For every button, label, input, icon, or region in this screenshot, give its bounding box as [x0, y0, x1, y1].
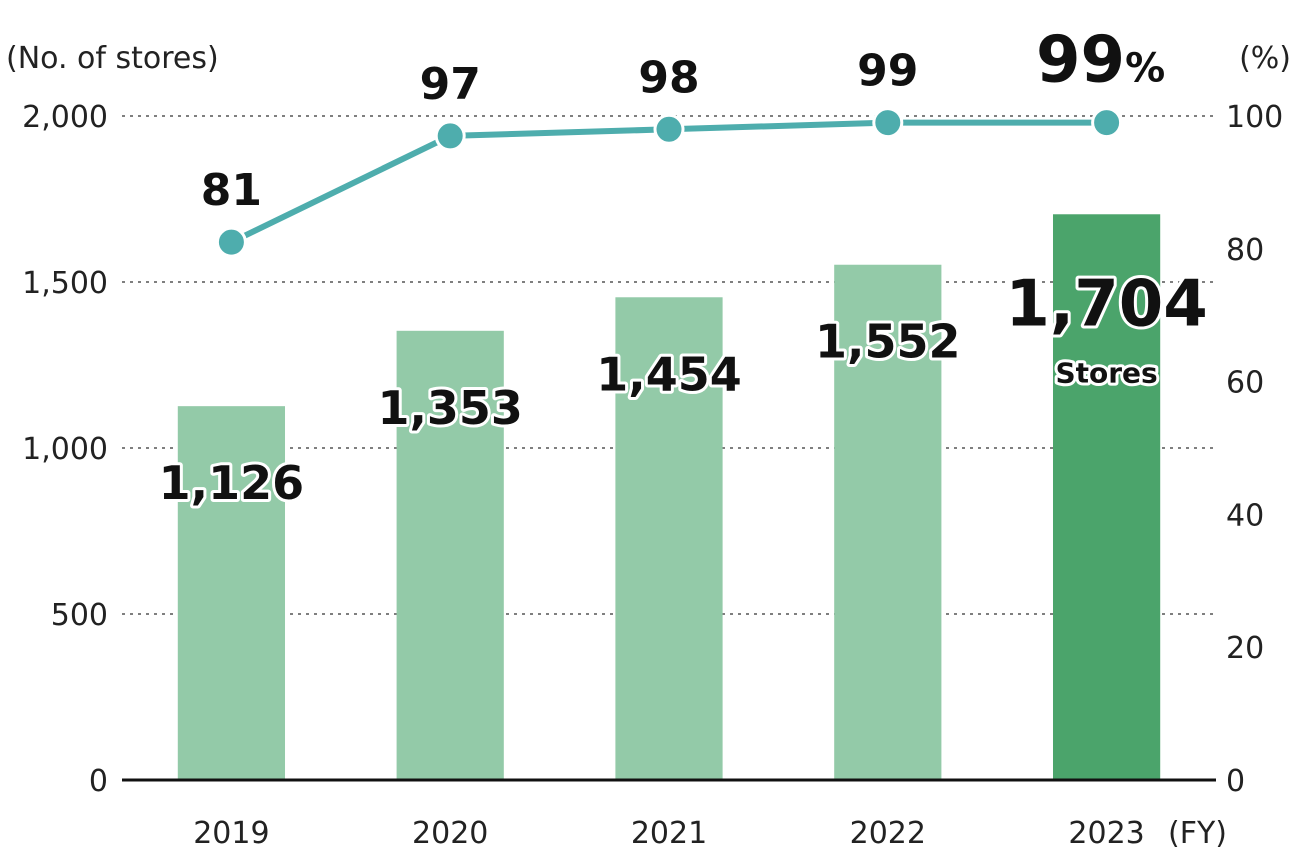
bar-data-label-highlight: 1,704	[1005, 267, 1207, 341]
y-tick-label: 1,000	[22, 432, 108, 467]
axes: 0 500 1,000 1,500 2,000 0 20 40 60 80 100 2019 2020 2…	[22, 100, 1283, 851]
x-tick-label: 2019	[193, 816, 269, 851]
line-data-label: 81	[201, 165, 262, 216]
y2-tick-label: 100	[1226, 100, 1283, 135]
bar-data-label: 1,552	[815, 315, 961, 369]
y-tick-label: 0	[89, 764, 108, 799]
bar	[834, 264, 942, 781]
bar-unit-label: Stores	[1055, 356, 1157, 389]
line-point	[872, 107, 904, 139]
bar	[1052, 214, 1161, 781]
line-data-label-highlight: 99%	[1036, 24, 1165, 98]
bar-data-label: 1,353	[377, 381, 523, 435]
data-labels: 1,126 1,353 1,454 1,552 1,704 Stores 81 97 98 99 9…	[156, 24, 1211, 514]
line-series	[215, 107, 1123, 258]
line-data-label: 98	[638, 52, 699, 103]
y2-tick-label: 80	[1226, 233, 1264, 268]
line-point	[434, 120, 466, 152]
line-point	[215, 226, 247, 258]
x-tick-label: 2020	[412, 816, 488, 851]
bar-data-label: 1,126	[159, 456, 305, 510]
y-tick-label: 2,000	[22, 100, 108, 135]
line-data-label: 97	[420, 59, 481, 110]
y-tick-label: 1,500	[22, 266, 108, 301]
x-tick-label: 2023	[1068, 816, 1144, 851]
bar-data-label: 1,454	[596, 347, 742, 401]
y2-tick-label: 20	[1226, 631, 1264, 666]
y2-tick-label: 0	[1226, 764, 1245, 799]
bar	[615, 297, 723, 780]
x-tick-label: 2021	[631, 816, 707, 851]
y-axis-title: (No. of stores)	[6, 41, 219, 76]
bar	[396, 330, 504, 780]
line-point	[653, 113, 685, 145]
y-tick-label: 500	[51, 598, 108, 633]
bar-series	[177, 214, 1161, 781]
x-tick-label: 2022	[850, 816, 926, 851]
y2-tick-label: 40	[1226, 498, 1264, 533]
line-point	[1091, 107, 1123, 139]
bar	[177, 406, 286, 780]
y2-axis-title: (%)	[1239, 41, 1291, 76]
line-data-label: 99	[857, 46, 918, 97]
x-axis-title: (FY)	[1168, 816, 1227, 851]
y2-tick-label: 60	[1226, 366, 1264, 401]
